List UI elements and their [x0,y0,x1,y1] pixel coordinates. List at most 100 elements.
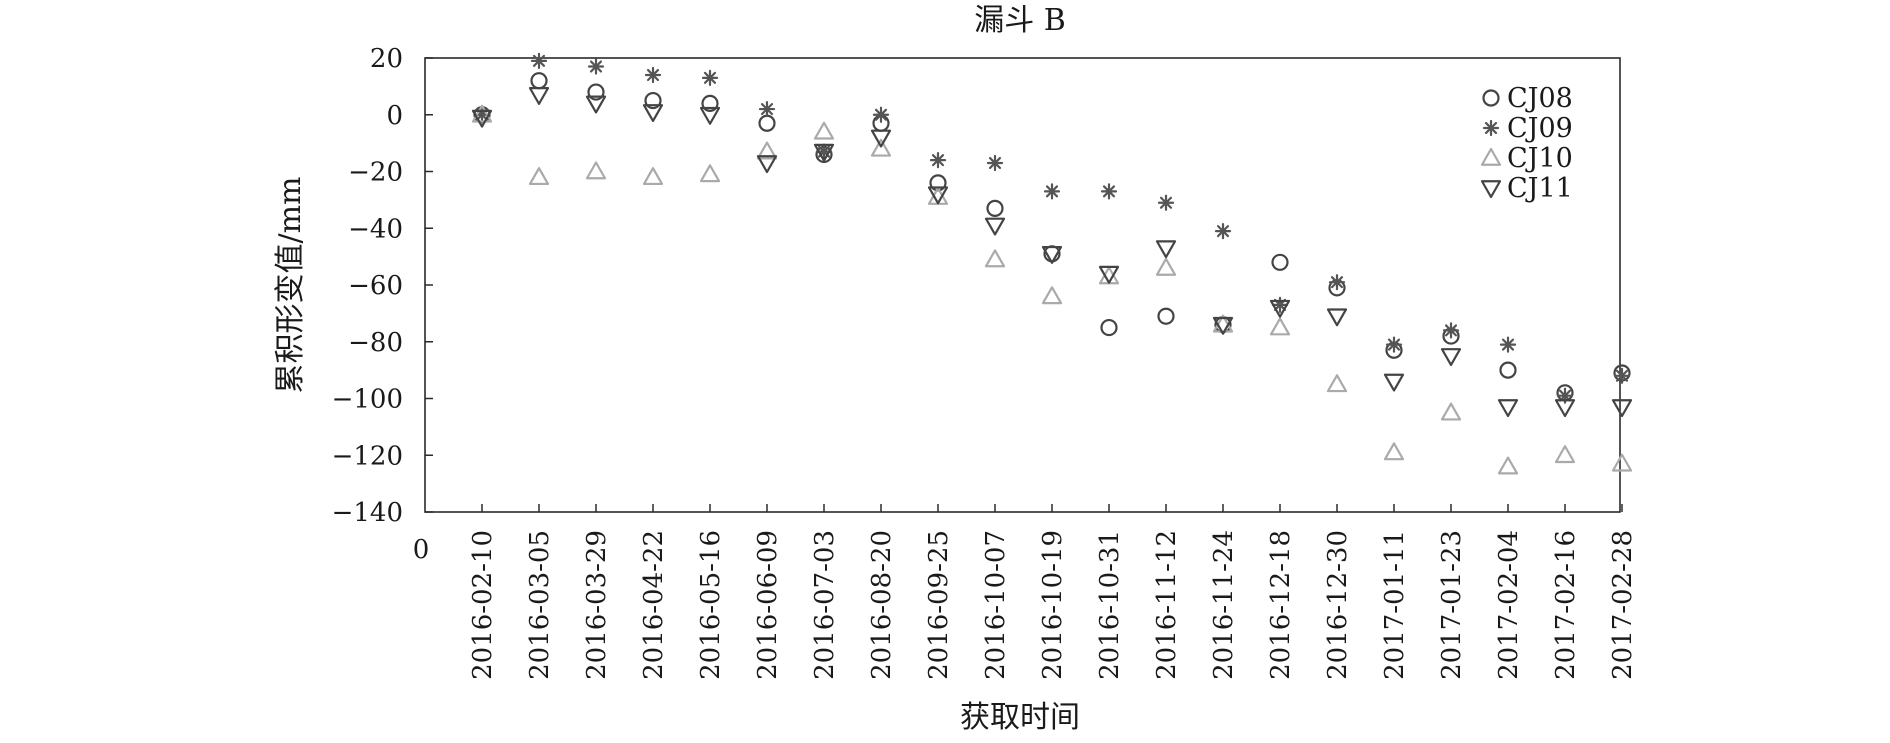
data-point [758,100,776,118]
y-tick-label: −140 [332,498,403,528]
asterisk-stroke [532,54,546,67]
data-point [1043,183,1061,200]
asterisk-stroke [1387,338,1401,351]
y-axis-label: 累积形变值/mm [273,176,308,393]
asterisk-stroke [1558,389,1572,402]
x-tick-label: 2016-02-10 [468,530,498,680]
data-point [758,114,776,132]
y-tick-label: −40 [348,214,403,244]
x-tick-label: 2016-12-18 [1266,530,1296,680]
data-point [644,66,662,84]
x-tick-label: 2016-03-29 [582,530,612,680]
legend-marker [1480,147,1502,166]
x-tick-label: 2016-10-31 [1095,530,1125,680]
data-point [528,167,550,186]
data-point [1554,445,1576,464]
data-point [1611,453,1633,472]
asterisk-stroke [1216,225,1230,238]
y-axis: 20 0 −20 −40 −60 −80 −100 −120 −140 [332,44,433,528]
data-point [870,129,892,148]
data-point [813,121,835,140]
asterisk-stroke [1045,185,1059,198]
data-point [587,58,605,75]
asterisk-stroke [1615,369,1629,382]
data-point [870,138,892,157]
x-tick-label: 2017-01-23 [1437,530,1467,680]
data-point [528,87,550,105]
y-tick-label: 0 [386,101,403,131]
data-point [1155,257,1177,276]
data-point [1326,374,1348,393]
data-point [1212,316,1234,335]
data-point [1271,253,1289,271]
data-point [927,186,949,205]
data-point [1041,245,1063,264]
legend-label: CJ08 [1507,83,1573,114]
data-point [1100,318,1118,337]
x-tick-label: 2016-08-20 [867,530,897,680]
y-tick-label: −20 [348,158,403,188]
data-point [642,104,664,123]
data-point [644,91,662,110]
data-point [1554,399,1576,418]
asterisk-stroke [1102,185,1116,198]
x-tick-label: 2017-02-28 [1608,530,1638,680]
data-point [929,174,947,192]
data-point [984,249,1006,268]
data-point [1383,373,1405,392]
data-point [699,164,721,183]
data-point [984,217,1006,236]
y-tick-label: −60 [348,271,403,301]
data-point [986,154,1004,172]
data-point [1440,402,1462,421]
data-point [1611,399,1633,418]
data-point [1497,456,1519,475]
data-point [1212,314,1234,333]
data-point [1155,240,1177,259]
x-tick-label: 2016-06-09 [753,530,783,680]
x-tick-label: 2016-11-24 [1209,530,1239,680]
x-tick-label: 2016-11-12 [1152,530,1182,680]
plot-area-frame [424,57,1621,513]
asterisk-stroke [589,60,603,73]
data-point [1100,183,1118,200]
legend-label: CJ11 [1507,173,1573,204]
data-point [701,69,719,86]
data-point [1098,265,1120,284]
x-tick-label: 2016-10-07 [981,530,1011,680]
y-tick-label: 20 [370,44,403,74]
data-point [471,109,493,128]
data-point [585,161,607,180]
data-point [699,106,721,125]
asterisk-stroke [703,71,717,84]
data-point [1499,336,1517,353]
asterisk-stroke [988,156,1002,170]
origin-label: 0 [413,535,430,565]
asterisk-stroke [1159,196,1173,209]
data-point [1613,367,1631,384]
data-point [1328,274,1346,291]
x-axis-label: 获取时间 [960,700,1080,735]
x-tick-label: 2016-12-30 [1323,530,1353,680]
series-cj10 [471,104,1633,475]
x-tick-label: 2016-03-05 [525,530,555,680]
series-layer [471,52,1633,475]
data-point [872,106,890,123]
chart-title: 漏斗 B [974,3,1066,38]
legend-label: CJ09 [1507,113,1573,144]
data-point [471,104,493,123]
data-point [1383,442,1405,461]
data-point [530,72,548,90]
x-tick-label: 2016-10-19 [1038,530,1068,680]
asterisk-stroke [874,108,888,121]
series-cj08 [473,72,1631,402]
x-axis: 2016-02-10 2016-03-05 2016-03-29 2016-04-22… [468,504,1638,680]
data-point [1269,299,1291,318]
data-point [1499,361,1517,379]
legend-marker [1482,119,1500,137]
data-point [1440,348,1462,367]
data-point [1269,317,1291,336]
asterisk-stroke [1330,276,1344,289]
